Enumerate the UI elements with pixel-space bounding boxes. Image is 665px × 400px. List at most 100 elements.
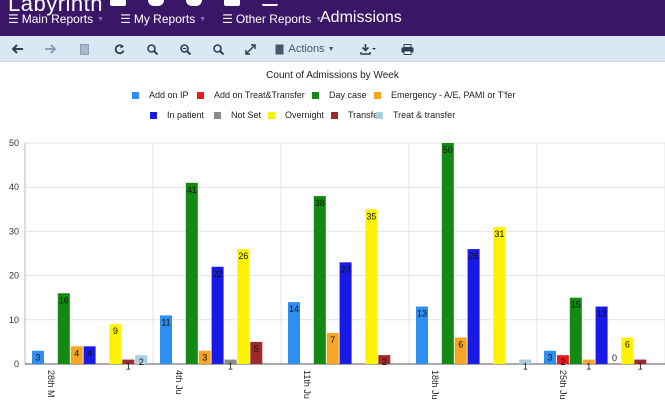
data-label: 22 <box>213 269 223 279</box>
legend-label: Day case <box>329 90 367 100</box>
data-label: 26 <box>238 251 248 261</box>
legend-item[interactable]: Not Set <box>214 110 261 120</box>
nav-my-reports-label: My Reports <box>133 12 196 26</box>
legend-item[interactable]: Overnight <box>268 110 324 120</box>
bar <box>57 293 70 364</box>
download-icon <box>360 43 376 55</box>
data-label: 23 <box>341 264 351 274</box>
terminal-icon[interactable] <box>262 0 278 6</box>
legend-item[interactable]: Emergency - A/E, PAMI or T'fer <box>374 90 515 100</box>
bar <box>339 262 352 364</box>
bar <box>109 324 122 364</box>
legend-item[interactable]: Transfer <box>331 110 381 120</box>
bar <box>556 355 569 364</box>
zoom-out-button[interactable] <box>177 39 193 59</box>
legend-swatch <box>197 91 204 99</box>
fullscreen-button[interactable] <box>242 39 258 59</box>
page-title: Admissions <box>320 9 402 26</box>
bar <box>378 355 391 364</box>
x-tick-label: 11th Ju <box>302 370 312 399</box>
refresh-icon <box>114 43 124 54</box>
y-tick-label: 50 <box>9 138 19 148</box>
bar <box>493 226 506 364</box>
admissions-chart: Count of Admissions by Week Add on IP Add… <box>0 62 665 400</box>
gear-icon[interactable] <box>186 0 202 6</box>
data-label: 50 <box>443 145 453 155</box>
print-button[interactable] <box>398 39 416 59</box>
chart-icon[interactable] <box>148 0 164 6</box>
legend-item[interactable]: Add on Treat&Transfer <box>197 90 305 100</box>
calendar-icon[interactable] <box>224 0 240 6</box>
legend-label: Not Set <box>231 110 262 120</box>
bar <box>185 182 198 364</box>
data-label: 1 <box>586 362 591 372</box>
legend-item[interactable]: Treat & transfer <box>376 110 455 120</box>
data-label: 1 <box>126 362 131 372</box>
expand-icon <box>244 43 256 55</box>
document-icon <box>275 44 284 54</box>
chevron-down-icon: ▼ <box>199 15 207 23</box>
actions-menu-button[interactable]: Actions ▼ <box>275 39 335 59</box>
data-label: 35 <box>366 211 376 221</box>
data-label: 4 <box>74 348 79 358</box>
data-label: 3 <box>202 353 207 363</box>
x-tick-label: 28th M <box>46 370 56 398</box>
legend-item[interactable]: Add on IP <box>132 90 189 100</box>
data-label: 16 <box>59 295 69 305</box>
chart-title: Count of Admissions by Week <box>266 70 399 81</box>
bar <box>122 359 135 364</box>
data-label: 2 <box>382 357 387 367</box>
bar <box>70 346 83 364</box>
y-tick-label: 40 <box>9 182 19 192</box>
data-label: 41 <box>187 185 197 195</box>
legend-item[interactable]: In patient <box>150 110 204 120</box>
menu-icon: ☰ <box>120 12 131 26</box>
bar <box>416 306 428 364</box>
data-label: 15 <box>571 300 581 310</box>
data-label: 1 <box>638 362 643 372</box>
back-button[interactable] <box>10 39 26 59</box>
bar <box>365 209 378 364</box>
y-tick-label: 30 <box>9 226 19 236</box>
bar <box>224 359 237 364</box>
data-label: 9 <box>113 326 118 336</box>
data-label: 1 <box>523 362 528 372</box>
bar <box>160 315 172 364</box>
chevron-down-icon: ▼ <box>327 45 335 53</box>
zoom-in-button[interactable] <box>144 39 160 59</box>
zoom-reset-button[interactable] <box>210 39 226 59</box>
data-label: 6 <box>458 339 463 349</box>
legend-label: Treat & transfer <box>393 110 456 120</box>
print-icon[interactable] <box>110 0 126 6</box>
zoom-in-icon <box>146 43 158 55</box>
legend-label: Add on IP <box>149 90 189 100</box>
download-button[interactable] <box>356 39 380 59</box>
data-label: 38 <box>315 198 325 208</box>
legend-item[interactable]: Day case <box>312 90 367 100</box>
app-title: Labyrinth <box>8 0 104 16</box>
main-nav: ☰ Main Reports ▼ ☰ My Reports ▼ ☰ Other … <box>8 12 338 26</box>
bar <box>326 333 339 364</box>
bar <box>569 297 582 364</box>
nav-other-reports[interactable]: ☰ Other Reports ▼ <box>222 12 322 26</box>
bar <box>544 350 556 364</box>
export-file-button[interactable] <box>77 39 91 59</box>
data-label: 2 <box>560 357 565 367</box>
nav-my-reports[interactable]: ☰ My Reports ▼ <box>120 12 206 26</box>
x-tick-label: 25th Ju <box>558 370 568 400</box>
legend-label: Transfer <box>348 110 382 120</box>
y-tick-label: 10 <box>9 315 19 325</box>
bar <box>198 350 211 364</box>
data-label: 1 <box>228 362 233 372</box>
bar <box>135 355 148 364</box>
data-label: 0 <box>612 353 617 363</box>
legend-label: In patient <box>167 110 205 120</box>
data-label: 5 <box>254 344 259 354</box>
nav-main-reports[interactable]: ☰ Main Reports ▼ <box>8 12 104 26</box>
forward-button[interactable] <box>42 39 58 59</box>
data-label: 2 <box>139 357 144 367</box>
data-label: 4 <box>87 348 92 358</box>
refresh-button[interactable] <box>111 39 127 59</box>
